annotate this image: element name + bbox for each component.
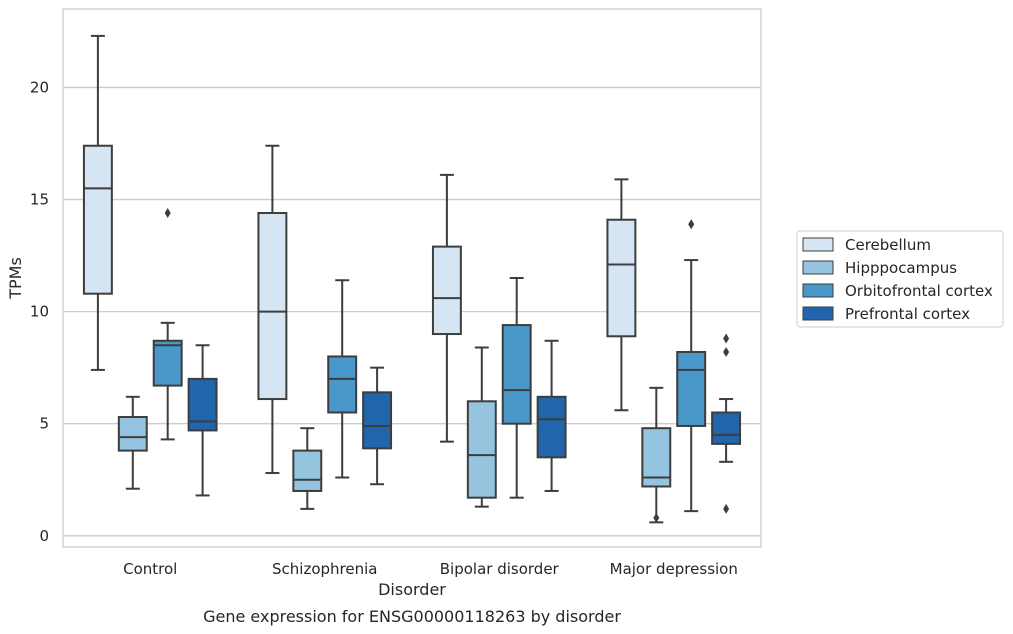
legend-items: Cerebellum Hipppocampus Orbitofrontal cort… (802, 236, 993, 323)
box-group (117, 395, 148, 490)
x-tick-label: Bipolar disorder (440, 560, 560, 578)
y-tick-labels: 0 5 10 15 20 (30, 78, 49, 544)
chart-title: Gene expression for ENSG00000118263 by d… (203, 607, 621, 626)
box-iqr (676, 350, 707, 427)
x-tick-labels: Control Schizophrenia Bipolar disorder Majo… (123, 560, 738, 578)
box-group (641, 386, 672, 524)
box-group (82, 34, 113, 371)
box-group (327, 279, 358, 479)
box-iqr (257, 211, 288, 401)
y-tick-label: 10 (30, 303, 49, 321)
y-tick-label: 20 (30, 78, 49, 96)
box-iqr (152, 339, 183, 387)
outlier-point (723, 346, 730, 357)
box-group (362, 366, 393, 486)
y-tick-label: 15 (30, 191, 49, 209)
box-iqr (117, 415, 148, 452)
legend-swatch (802, 306, 834, 321)
box-iqr (501, 324, 532, 425)
legend-label: Orbitofrontal cortex (845, 282, 993, 300)
legend: Cerebellum Hipppocampus Orbitofrontal cort… (796, 230, 1004, 328)
x-axis-label: Disorder (378, 580, 446, 599)
box-group (292, 427, 323, 510)
box-group (711, 333, 742, 514)
y-axis-label: TPMs (6, 257, 25, 300)
box-iqr (711, 411, 742, 445)
box-iqr (327, 355, 358, 414)
box-iqr (606, 218, 637, 338)
box-group (536, 339, 567, 492)
outlier-point (653, 512, 660, 523)
legend-label: Prefrontal cortex (845, 305, 970, 323)
box-group (466, 346, 497, 508)
box-group (152, 207, 183, 441)
legend-frame (796, 230, 1004, 328)
outlier-point (688, 219, 695, 230)
box-iqr (536, 395, 567, 459)
box-group (501, 277, 532, 499)
box-iqr (187, 377, 218, 432)
outlier-point (723, 503, 730, 514)
legend-swatch (802, 260, 834, 275)
x-tick-label: Control (123, 560, 177, 578)
plot-frame (62, 8, 762, 548)
grid-lines (63, 86, 761, 537)
box-iqr (82, 144, 113, 295)
outlier-point (723, 333, 730, 344)
legend-swatch (802, 237, 834, 252)
box-group (431, 173, 462, 443)
box-iqr (431, 245, 462, 336)
y-tick-label: 5 (39, 415, 49, 433)
x-tick-label: Schizophrenia (272, 560, 377, 578)
x-tick-label: Major depression (610, 560, 738, 578)
legend-label: Cerebellum (845, 236, 931, 254)
box-iqr (292, 449, 323, 492)
box-group (187, 344, 218, 497)
legend-swatch (802, 283, 834, 298)
box-iqr (466, 400, 497, 499)
y-tick-label: 0 (39, 527, 49, 545)
box-iqr (362, 391, 393, 450)
outlier-point (164, 207, 171, 218)
box-group (676, 219, 707, 513)
box-group (257, 144, 288, 475)
box-group (606, 178, 637, 412)
legend-label: Hipppocampus (845, 259, 957, 277)
box-series (82, 34, 742, 524)
